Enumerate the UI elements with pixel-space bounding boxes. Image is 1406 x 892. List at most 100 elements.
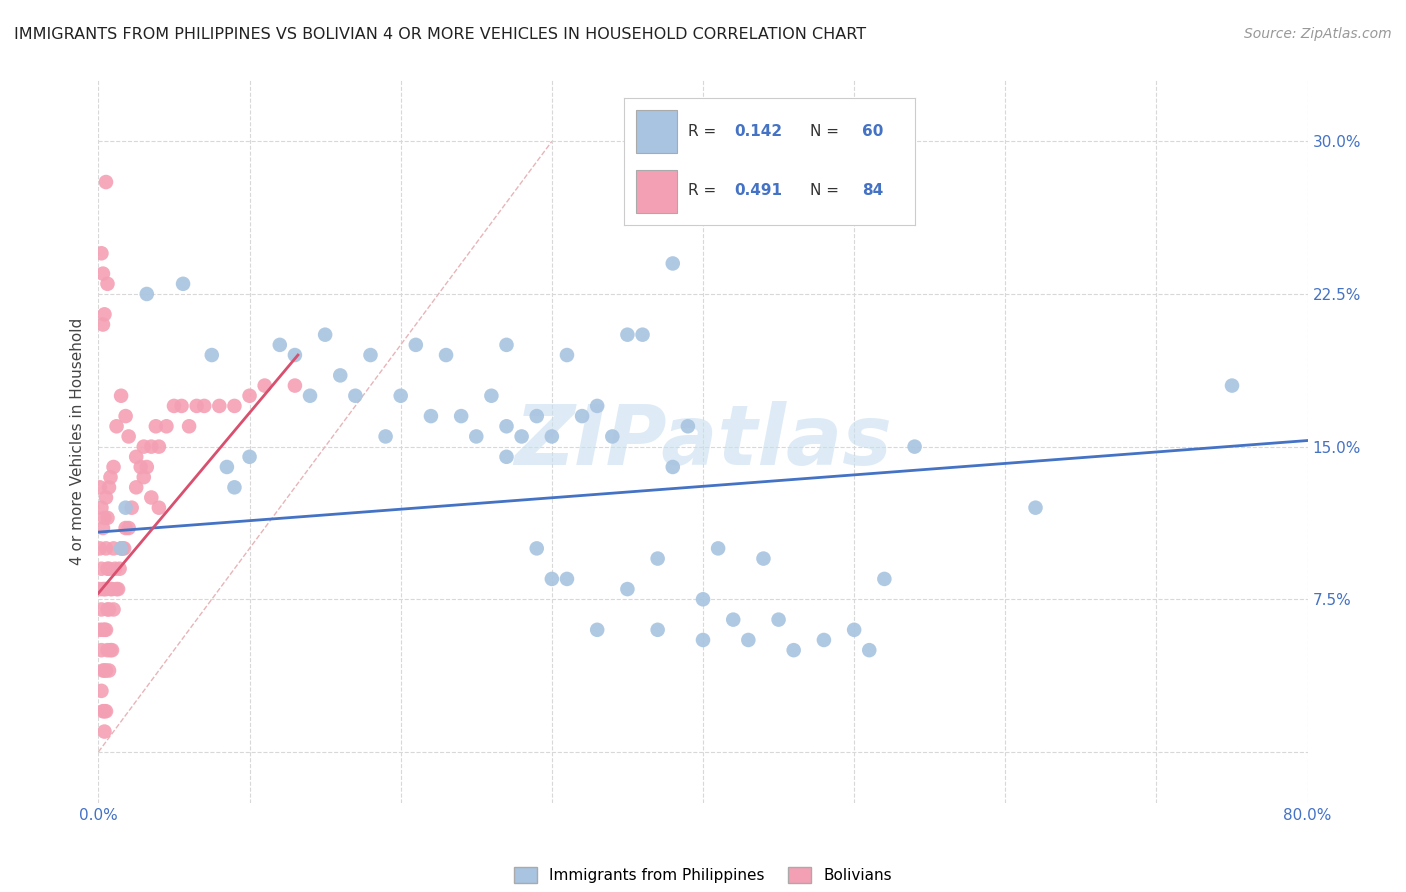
Point	[145, 419, 167, 434]
Point	[405, 338, 427, 352]
Point	[94, 175, 117, 189]
Point	[114, 500, 136, 515]
Point	[100, 582, 122, 596]
Point	[125, 480, 148, 494]
Point	[98, 562, 121, 576]
Point	[93, 724, 115, 739]
Point	[98, 480, 121, 494]
Point	[129, 460, 152, 475]
Point	[96, 602, 118, 616]
Point	[389, 389, 412, 403]
Point	[631, 327, 654, 342]
Point	[269, 338, 291, 352]
Point	[114, 409, 136, 423]
Point	[148, 500, 170, 515]
Point	[434, 348, 457, 362]
Point	[858, 643, 880, 657]
Point	[163, 399, 186, 413]
Point	[94, 704, 117, 718]
Point	[89, 480, 111, 494]
Text: ZIPatlas: ZIPatlas	[515, 401, 891, 482]
Point	[112, 541, 135, 556]
Point	[420, 409, 443, 423]
Point	[93, 511, 115, 525]
Point	[108, 562, 131, 576]
Point	[495, 419, 517, 434]
Point	[1024, 500, 1046, 515]
Point	[93, 664, 115, 678]
Point	[96, 643, 118, 657]
Point	[132, 470, 155, 484]
Point	[90, 246, 112, 260]
Point	[299, 389, 322, 403]
Point	[647, 623, 669, 637]
Point	[481, 389, 503, 403]
Point	[91, 664, 114, 678]
Point	[201, 348, 224, 362]
Point	[314, 327, 336, 342]
Point	[239, 389, 262, 403]
Point	[253, 378, 276, 392]
Point	[224, 480, 246, 494]
Legend: Immigrants from Philippines, Bolivians: Immigrants from Philippines, Bolivians	[508, 861, 898, 889]
Point	[208, 399, 231, 413]
Point	[101, 643, 124, 657]
Point	[571, 409, 593, 423]
Point	[284, 378, 307, 392]
Point	[110, 389, 132, 403]
Point	[125, 450, 148, 464]
Point	[540, 572, 562, 586]
Point	[526, 409, 548, 423]
Point	[94, 623, 117, 637]
Point	[616, 582, 638, 596]
Point	[93, 307, 115, 321]
Point	[91, 267, 114, 281]
Point	[1220, 378, 1243, 392]
Point	[90, 602, 112, 616]
Point	[93, 623, 115, 637]
Point	[465, 429, 488, 443]
Point	[105, 582, 128, 596]
Point	[98, 602, 121, 616]
Point	[155, 419, 177, 434]
Point	[94, 664, 117, 678]
Point	[224, 399, 246, 413]
Point	[783, 643, 806, 657]
Point	[647, 551, 669, 566]
Point	[100, 470, 122, 484]
Point	[118, 521, 141, 535]
Point	[284, 348, 307, 362]
Point	[193, 399, 215, 413]
Point	[170, 399, 193, 413]
Point	[602, 429, 624, 443]
Point	[98, 664, 121, 678]
Point	[661, 256, 683, 270]
Point	[904, 440, 927, 454]
Point	[104, 562, 127, 576]
Point	[90, 684, 112, 698]
Point	[118, 429, 141, 443]
Point	[186, 399, 208, 413]
Point	[105, 419, 128, 434]
Point	[91, 318, 114, 332]
Point	[813, 632, 835, 647]
Point	[132, 440, 155, 454]
Point	[93, 582, 115, 596]
Point	[93, 704, 115, 718]
Point	[555, 348, 578, 362]
Point	[555, 572, 578, 586]
Point	[91, 623, 114, 637]
Point	[91, 704, 114, 718]
Point	[121, 500, 143, 515]
Point	[141, 491, 163, 505]
Point	[96, 562, 118, 576]
Point	[215, 460, 238, 475]
Point	[495, 338, 517, 352]
Point	[148, 440, 170, 454]
Point	[101, 582, 124, 596]
Point	[96, 277, 118, 291]
Point	[94, 491, 117, 505]
Point	[90, 643, 112, 657]
Point	[752, 551, 775, 566]
Point	[495, 450, 517, 464]
